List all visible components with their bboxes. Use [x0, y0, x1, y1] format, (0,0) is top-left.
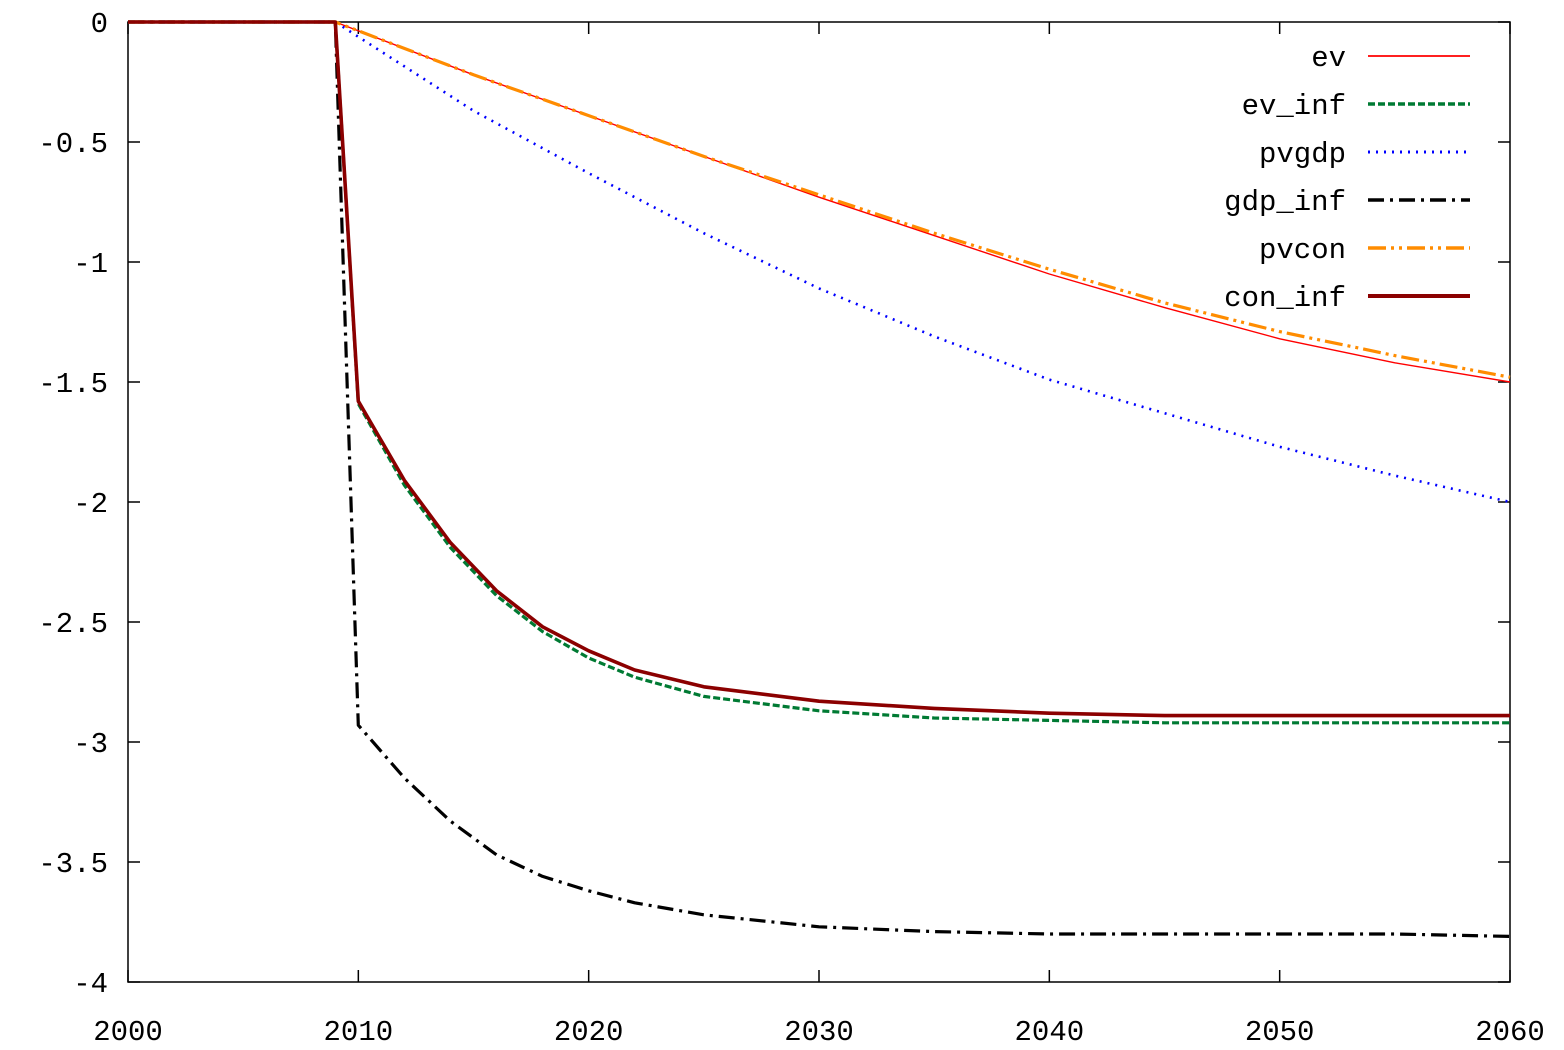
- y-tick-label: -3.5: [38, 848, 108, 881]
- y-tick-label: -2.5: [38, 608, 108, 641]
- series-lines: [128, 20, 1511, 938]
- axis-tick-labels: 2000 2010 2020 2030 2040 2050 2060 0 -0.5 -1 -1.5 -…: [38, 8, 1544, 1049]
- x-tick-label: 2030: [784, 1016, 854, 1049]
- y-tick-label: -2: [73, 488, 108, 521]
- x-tick-label: 2000: [93, 1016, 163, 1049]
- series-line-pvgdp: [128, 20, 1511, 504]
- x-tick-label: 2060: [1475, 1016, 1545, 1049]
- axis-ticks: [127, 21, 1511, 983]
- y-tick-label: -0.5: [38, 128, 108, 161]
- x-tick-label: 2020: [554, 1016, 624, 1049]
- y-tick-label: -1.5: [38, 368, 108, 401]
- legend-label: ev: [1311, 42, 1346, 75]
- legend-label: pvgdp: [1259, 138, 1346, 171]
- y-tick-label: 0: [91, 8, 108, 41]
- series-line-ev: [128, 21, 1511, 383]
- legend-label: con_inf: [1224, 282, 1346, 315]
- y-tick-label: -4: [73, 968, 108, 1001]
- series-line-gdp-inf: [128, 20, 1511, 938]
- x-tick-label: 2010: [324, 1016, 394, 1049]
- series-line-ev-inf: [128, 20, 1510, 725]
- x-tick-label: 2040: [1015, 1016, 1085, 1049]
- series-line-con-inf: [128, 20, 1510, 718]
- x-tick-label: 2050: [1245, 1016, 1315, 1049]
- legend-label: ev_inf: [1242, 90, 1346, 123]
- legend-label: pvcon: [1259, 234, 1346, 267]
- y-tick-label: -3: [73, 728, 108, 761]
- series-line-pvcon: [128, 20, 1511, 379]
- y-tick-label: -1: [73, 248, 108, 281]
- legend-label: gdp_inf: [1224, 186, 1346, 219]
